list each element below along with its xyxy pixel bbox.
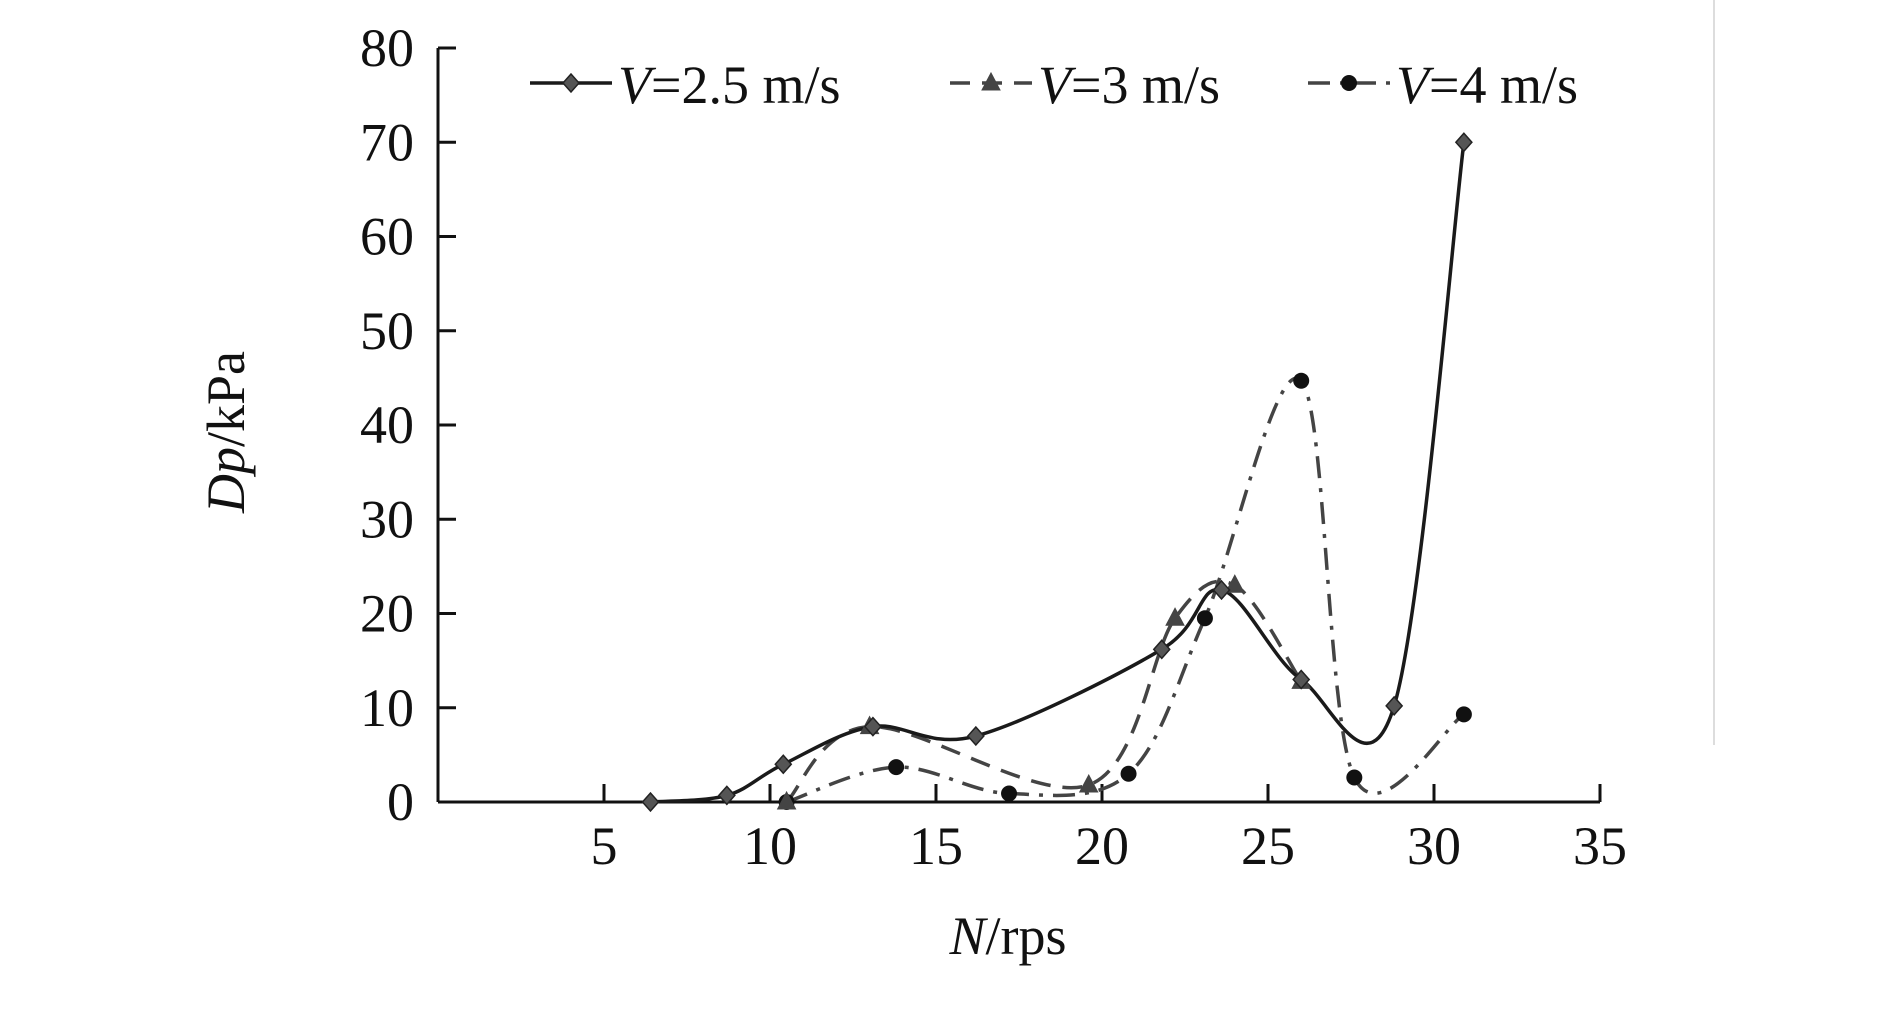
data-point-series-0 [1292,669,1311,690]
legend-label-rest: =4 m/s [1429,55,1578,115]
legend-label-rest: =3 m/s [1071,55,1220,115]
x-axis-title: N/rps [948,906,1066,966]
x-axis-title-rest: /rps [986,906,1067,966]
y-tick-label: 60 [360,207,414,267]
y-tick-label: 40 [360,395,414,455]
legend-label-0: V=2.5 m/s [618,55,840,115]
y-tick-label: 70 [360,112,414,172]
data-point-series-0 [774,754,793,775]
legend-label-italic: V [1038,55,1077,115]
x-tick-label: 30 [1407,816,1461,876]
data-point-series-0 [1385,695,1404,716]
legend: V=2.5 m/s V=3 m/s V=4 m/s [530,55,1578,115]
legend-label-italic: V [1396,55,1435,115]
x-tick-label: 20 [1075,816,1129,876]
y-tick-label: 80 [360,18,414,78]
series-group [641,132,1473,813]
legend-marker-0 [561,72,581,94]
x-tick-label: 15 [909,816,963,876]
data-point-series-0 [1212,579,1231,601]
y-axis-title: Dp/kPa [196,351,256,514]
legend-label-rest: =2.5 m/s [651,55,840,115]
x-tick-label: 5 [591,816,618,876]
data-point-series-1 [1078,773,1099,793]
series-line-2 [786,376,1465,804]
data-point-series-0 [863,716,882,737]
legend-label-2: V=4 m/s [1396,55,1578,115]
y-axis-title-rest: /kPa [196,351,256,447]
y-tick-label: 30 [360,489,414,549]
x-tick-label: 10 [743,816,797,876]
x-tick-group: 5 10 15 20 25 30 35 [591,784,1627,876]
x-axis-title-italic: N [948,906,988,966]
data-point-series-0 [641,791,660,813]
legend-marker-2 [1341,75,1357,91]
legend-label-1: V=3 m/s [1038,55,1220,115]
y-tick-label: 0 [387,772,414,832]
data-point-series-2 [1293,372,1310,389]
series-line-1 [785,579,1303,804]
data-point-series-2 [888,759,905,776]
legend-marker-1 [981,71,1001,91]
y-tick-group: 0 10 20 30 40 50 60 70 80 [360,18,456,832]
data-point-series-2 [1120,765,1137,782]
y-axis-title-italic: Dp [196,447,256,514]
data-point-series-0 [1152,639,1171,660]
data-point-series-2 [1196,610,1213,627]
data-point-series-2 [1001,785,1018,802]
data-point-series-0 [717,785,736,806]
x-tick-label: 25 [1241,816,1295,876]
x-tick-label: 35 [1573,816,1627,876]
data-point-series-1 [1224,574,1245,593]
y-tick-label: 10 [360,678,414,738]
data-point-series-1 [776,790,797,810]
data-point-series-2 [1346,769,1363,786]
data-point-series-0 [1454,132,1473,153]
data-point-series-2 [1455,706,1472,723]
y-tick-label: 50 [360,301,414,361]
series-line-0 [650,142,1466,804]
y-tick-label: 20 [360,584,414,644]
data-point-series-0 [966,725,985,747]
legend-label-italic: V [618,55,657,115]
data-point-series-1 [1165,607,1185,626]
